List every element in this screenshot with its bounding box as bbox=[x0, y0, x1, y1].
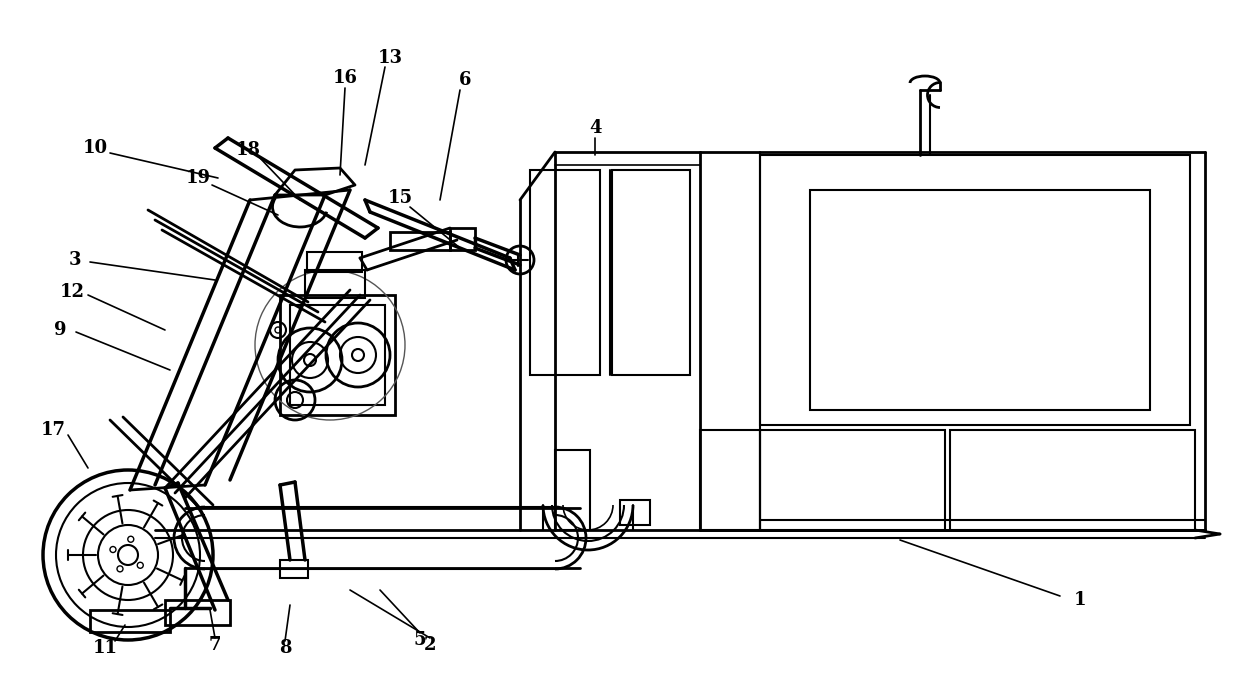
Text: 6: 6 bbox=[459, 71, 471, 89]
Text: 9: 9 bbox=[53, 321, 66, 339]
Bar bbox=[950, 430, 1195, 530]
Text: 16: 16 bbox=[332, 69, 357, 87]
Text: 11: 11 bbox=[93, 639, 118, 657]
Bar bbox=[450, 228, 475, 250]
Bar bbox=[613, 170, 689, 375]
Bar bbox=[308, 252, 362, 272]
Bar bbox=[556, 450, 590, 530]
Text: 7: 7 bbox=[208, 636, 221, 654]
Bar bbox=[810, 190, 1149, 410]
Bar bbox=[620, 500, 650, 525]
Text: 19: 19 bbox=[186, 169, 211, 187]
Bar bbox=[305, 270, 365, 298]
Text: 3: 3 bbox=[68, 251, 82, 269]
Text: 17: 17 bbox=[41, 421, 66, 439]
Bar bbox=[280, 560, 308, 578]
Bar bbox=[165, 600, 229, 625]
Bar bbox=[701, 430, 760, 530]
Bar bbox=[529, 170, 600, 375]
Text: 13: 13 bbox=[377, 49, 403, 67]
Bar bbox=[91, 610, 170, 632]
Text: 4: 4 bbox=[589, 119, 601, 137]
Bar bbox=[280, 295, 396, 415]
Text: 12: 12 bbox=[60, 283, 84, 301]
Text: 5: 5 bbox=[414, 631, 427, 649]
Text: 2: 2 bbox=[424, 636, 436, 654]
Text: 18: 18 bbox=[236, 141, 260, 159]
Text: 8: 8 bbox=[279, 639, 291, 657]
Bar bbox=[290, 305, 384, 405]
Text: 1: 1 bbox=[1074, 591, 1086, 609]
Bar bbox=[760, 155, 1190, 425]
Text: 10: 10 bbox=[82, 139, 108, 157]
Text: 15: 15 bbox=[387, 189, 413, 207]
Bar bbox=[760, 430, 945, 530]
Bar bbox=[391, 232, 450, 250]
